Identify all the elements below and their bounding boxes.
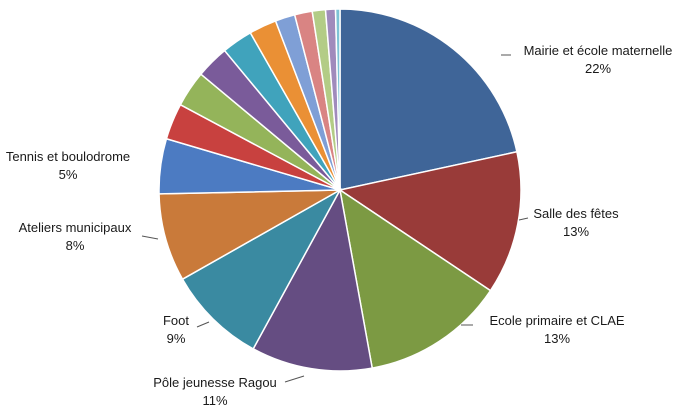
- leader-line-foot: [196, 321, 210, 328]
- pie-slice-17: [334, 8, 341, 191]
- pie-slice-pole-jeunesse-ragou: [252, 187, 374, 372]
- pie-slice-ecole-primaire-et-clae: [338, 188, 492, 369]
- leader-lines: [141, 54, 529, 383]
- slice-value-label-mairie-et-ecole-maternelle: 22%: [585, 61, 611, 76]
- slice-labels: Mairie et école maternelle 22% Salle des f…: [6, 43, 673, 407]
- leader-line-salle-des-fetes: [518, 217, 529, 221]
- slice-value-label-salle-des-fetes: 13%: [563, 224, 589, 239]
- slice-label-foot: Foot: [163, 313, 189, 328]
- pie-slices: [158, 8, 522, 372]
- pie-slice-salle-des-fetes: [338, 150, 522, 292]
- leader-line-pole-jeunesse-ragou: [284, 375, 305, 383]
- slice-value-label-pole-jeunesse-ragou: 11%: [202, 393, 227, 407]
- slice-value-label-ateliers-municipaux: 8%: [66, 238, 85, 253]
- slice-label-pole-jeunesse-ragou: Pôle jeunesse Ragou: [153, 375, 277, 390]
- slice-label-salle-des-fetes: Salle des fêtes: [533, 206, 619, 221]
- slice-label-ecole-primaire-et-clae: Ecole primaire et CLAE: [489, 313, 624, 328]
- slice-value-label-tennis-et-boulodrome: 5%: [59, 167, 78, 182]
- slice-label-ateliers-municipaux: Ateliers municipaux: [19, 220, 132, 235]
- slice-value-label-foot: 9%: [167, 331, 186, 346]
- slice-label-tennis-et-boulodrome: Tennis et boulodrome: [6, 149, 130, 164]
- slice-label-mairie-et-ecole-maternelle: Mairie et école maternelle: [524, 43, 673, 58]
- leader-line-ateliers-municipaux: [141, 235, 159, 240]
- slice-value-label-ecole-primaire-et-clae: 13%: [544, 331, 570, 346]
- pie-slice-foot: [181, 188, 342, 350]
- pie-slice-mairie-et-ecole-maternelle: [339, 8, 518, 191]
